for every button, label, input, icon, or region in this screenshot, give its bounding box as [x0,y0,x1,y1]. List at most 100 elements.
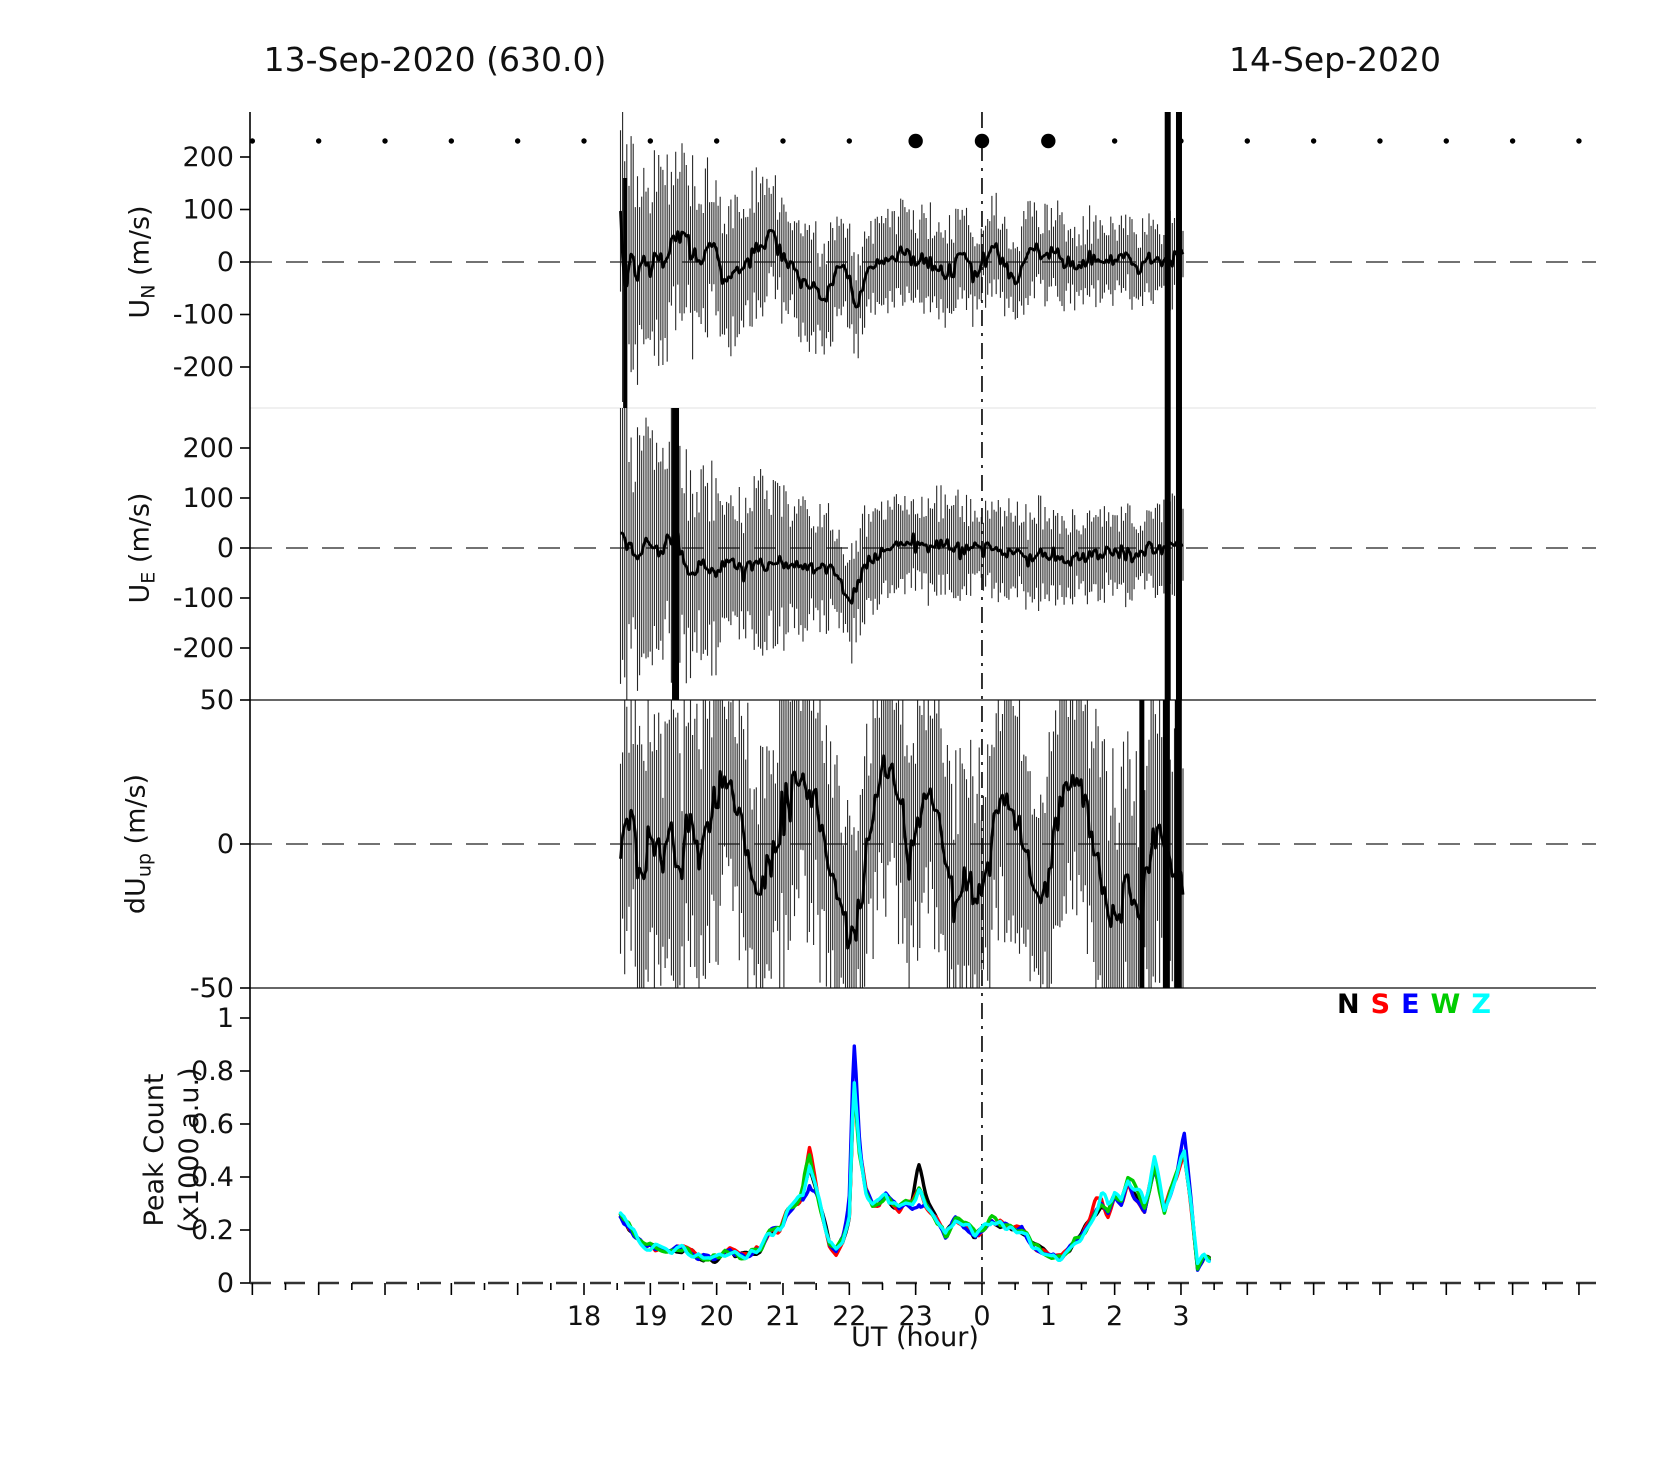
hour-dot-19 [647,138,654,144]
error-bars [619,112,1184,408]
data-spike [1175,408,1182,700]
y-tick-label-0.2: 0.2 [191,1215,234,1246]
x-tick-label-22: 22 [832,1301,866,1332]
hour-dot-row [249,133,1582,149]
x-axis-label: UT (hour) [851,1322,979,1353]
mean-line [619,210,1185,309]
data-spike [1162,700,1170,988]
hour-dot-23-large [908,133,923,149]
y-label-un-sub: N [137,284,160,299]
y-tick-label-0.4: 0.4 [191,1162,234,1193]
y-label-un-unit: (m/s) [124,205,156,276]
x-tick-label-21: 21 [766,1301,800,1332]
hour-dot-2 [1111,138,1118,144]
data-spike [672,408,680,700]
left-title: 13-Sep-2020 (630.0) [263,40,607,79]
x-tick-label-1: 1 [1040,1301,1057,1332]
x-tick-label-2: 2 [1106,1301,1123,1332]
u-e-series [619,408,1184,700]
y-tick-label-0: 0 [217,1268,234,1299]
peak-series-E [618,1044,1211,1272]
y-ticks-panel2: 50 0 -50 [190,685,250,1004]
y-tick-label-0: 0 [217,533,234,564]
y-tick-label-200: 200 [182,142,234,173]
hour-dot-8 [1509,138,1516,144]
y-tick-label-50: 50 [200,685,234,716]
y-label-ue-main: U [124,583,156,604]
y-label-un: UN (m/s) [124,205,159,318]
peak-count-series [618,1044,1211,1272]
data-spike [1175,112,1182,408]
legend-entry-S: S [1370,989,1391,1020]
x-tick-label-3: 3 [1172,1301,1189,1332]
hour-dot-18 [581,138,587,144]
y-tick-label--200: -200 [173,352,234,383]
y-tick-label-200: 200 [182,433,234,464]
y-label-ue: UE (m/s) [124,493,159,604]
hour-dot-5 [1310,138,1317,144]
y-label-un-main: U [124,298,156,319]
data-spike [1139,700,1145,988]
data-spike [1164,408,1171,700]
data-spike [1174,700,1182,988]
y-ticks-panel1: 200 100 0 -100 -200 [173,433,250,664]
hour-dot-16 [448,138,455,144]
legend-entry-W: W [1430,989,1461,1020]
y-tick-label--100: -100 [173,583,234,614]
mean-line [619,754,1185,950]
hour-dot-21 [780,138,786,144]
hour-dot-3 [1178,138,1184,144]
right-title: 14-Sep-2020 [1229,40,1441,79]
hour-dot-9 [1576,138,1582,144]
hour-dot-1-large [1041,133,1056,149]
hour-dot-20 [713,138,720,144]
y-tick-label-0: 0 [217,247,234,278]
y-tick-label-0: 0 [217,829,234,860]
mean-line [620,527,1184,605]
x-tick-label-18: 18 [567,1301,601,1332]
y-tick-label-100: 100 [182,483,234,514]
hour-dot-0-large [974,133,990,149]
hour-dot-22 [846,138,853,144]
y-label-duup-sub: up [133,853,156,878]
x-tick-label-19: 19 [633,1301,667,1332]
hour-dot-15 [382,138,388,144]
hour-dot-13 [249,138,256,144]
y-tick-label-0.6: 0.6 [191,1109,234,1140]
u-n-series [619,112,1185,408]
legend-entry-E: E [1401,989,1420,1020]
y-label-ue-unit: (m/s) [124,492,156,564]
y-label-peakcount-line2: (x1000 a.u.) [174,1067,205,1233]
legend-entry-N: N [1337,989,1360,1020]
du-up-series [619,700,1185,988]
y-tick-label--100: -100 [173,300,234,331]
y-label-peakcount: Peak Count (x1000 a.u.) [137,1067,207,1232]
y-label-duup-unit: (m/s) [120,773,152,845]
peak-series-Z [618,1081,1211,1266]
data-spike [623,178,628,408]
y-label-ue-sub: E [137,571,160,584]
y-tick-label-100: 100 [182,195,234,226]
y-label-peakcount-line1: Peak Count [138,1073,170,1227]
x-tick-label-0: 0 [973,1301,990,1332]
y-label-duup-main: dU [120,877,152,915]
x-tick-label-23: 23 [898,1301,932,1332]
x-ticks [251,1283,1580,1295]
y-ticks-panel3: 1 0.8 0.6 0.4 0.2 0 [191,1003,250,1299]
y-ticks-panel0: 200 100 0 -100 -200 [173,142,250,383]
peak-series-N [618,1083,1211,1271]
hour-dot-14 [315,138,322,144]
data-spike [1164,112,1171,408]
y-tick-label--50: -50 [190,973,234,1004]
y-tick-label--200: -200 [173,633,234,664]
y-tick-label-0.8: 0.8 [191,1056,234,1087]
hour-dot-4 [1244,138,1251,144]
legend-entry-Z: Z [1471,989,1491,1020]
x-tick-label-20: 20 [699,1301,733,1332]
y-label-duup: dUup (m/s) [120,774,155,914]
hour-dot-6 [1377,138,1383,144]
hour-dot-7 [1443,138,1449,144]
